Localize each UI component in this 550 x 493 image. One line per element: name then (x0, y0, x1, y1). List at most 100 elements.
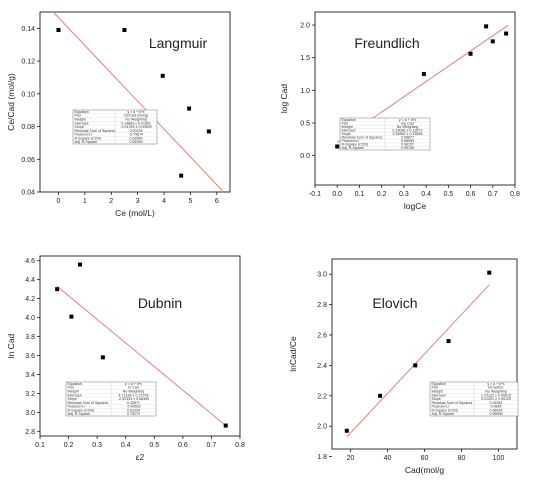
fit-line (346, 284, 490, 438)
stats-label: Pearson's r (68, 405, 87, 409)
dubnin-chart: 0.1 0.2 0.3 0.4 0.5 0.6 0.7 0.8 2.8 3.0 3.2 3.4 3.6 3… (0, 244, 275, 488)
x-tick-label: 0.5 (149, 442, 159, 449)
stats-label: Residual Sum of Squares (68, 401, 109, 405)
y-tick-label: 0.04 (21, 190, 35, 197)
x-tick-label: 0 (57, 198, 61, 205)
data-point (421, 72, 426, 77)
data-point (69, 314, 74, 319)
stats-label: Pearson's r (432, 405, 451, 409)
stats-label: Plot (68, 386, 74, 390)
stats-value: -0.79874 (129, 133, 143, 137)
stats-value: 0.63959 (130, 136, 143, 140)
stats-label: Pearson's r (75, 133, 94, 137)
chart-svg: 0.1 0.2 0.3 0.4 0.5 0.6 0.7 0.8 2.8 3.0 3.2 3.4 3.6 3… (6, 255, 245, 462)
stats-value: 4.71228 ± 0.27978 (119, 393, 149, 397)
stats-label: R-Square (COD) (75, 136, 102, 140)
fit-line (56, 285, 227, 426)
data-point (187, 106, 192, 111)
x-tick-label: -0.1 (309, 191, 321, 198)
stats-label: Weight (342, 125, 353, 129)
stats-value: 0.19088 ± 0.13671 (393, 128, 423, 132)
y-tick-label: 4.2 (25, 296, 35, 303)
y-axis-title: lnCad/Ce (288, 336, 298, 372)
stats-label: Residual Sum of Squares (342, 136, 383, 140)
stats-label: R-Square (COD) (68, 408, 95, 412)
data-point (413, 363, 418, 368)
stats-value: 0.01201 ± 0.00129 (481, 397, 511, 401)
x-axis-title: ε2 (136, 452, 145, 462)
stats-label: Plot (432, 386, 438, 390)
stats-label: Plot (75, 114, 81, 118)
stats-label: Residual Sum of Squares (432, 401, 473, 405)
y-tick-label: 0.0 (300, 153, 310, 160)
stats-value: 2.35563 ± 0.23548 (393, 132, 423, 136)
stats-label: Intercept (68, 393, 82, 397)
stats-value: y = a + b*x (487, 382, 504, 386)
stats-value: y = a + b*x (125, 382, 142, 386)
y-tick-label: 2.0 (317, 424, 327, 431)
y-tick-label: 3.6 (25, 353, 35, 360)
stats-label: Residual Sum of Squares (75, 129, 116, 133)
stats-label: Slope (75, 125, 84, 129)
y-tick-label: 1.0 (300, 88, 310, 95)
stats-value: 0.08877 (401, 136, 414, 140)
x-tick-label: 0.7 (207, 442, 217, 449)
stats-value: 1.72122 ± 0.05615 (481, 393, 511, 397)
x-tick-label: 80 (458, 455, 466, 462)
x-tick-label: 0.2 (64, 442, 74, 449)
data-point (344, 428, 349, 433)
x-tick-label: 0.7 (488, 191, 498, 198)
stats-label: Equation (342, 118, 356, 122)
plot-frame (39, 11, 231, 193)
y-axis-title: Ce/Cad (mol/g) (6, 73, 16, 131)
stats-value: 0.9845 (491, 405, 502, 409)
freundlich-chart: -0.1 0.0 0.1 0.2 0.3 0.4 0.5 0.6 0.7 0.8 0.0 0.5 1.0… (275, 0, 550, 244)
data-point (504, 31, 509, 36)
y-tick-label: 4.0 (25, 315, 35, 322)
x-axis-title: Cad(mol/g (405, 465, 444, 475)
y-tick-label: 3.0 (317, 272, 327, 279)
x-tick-label: 0.5 (443, 191, 453, 198)
x-tick-label: 0.6 (466, 191, 476, 198)
plot-frame (314, 11, 516, 186)
stats-value: 0.32871 (127, 401, 140, 405)
x-tick-label: 3 (136, 198, 140, 205)
x-tick-label: 1 (83, 198, 87, 205)
x-tick-label: 0.8 (235, 442, 245, 449)
x-tick-label: 6 (215, 198, 219, 205)
stats-value: -2.52334 ± 0.68469 (118, 397, 149, 401)
x-tick-label: 0.3 (399, 191, 409, 198)
y-tick-label: 1.8 (317, 454, 327, 461)
x-tick-label: 20 (347, 455, 355, 462)
data-point (160, 73, 165, 78)
x-tick-label: 0.4 (421, 191, 431, 198)
y-tick-label: 3.2 (25, 391, 35, 398)
stats-label: Intercept (342, 128, 356, 132)
stats-label: R-Square (COD) (342, 143, 369, 147)
stats-value: 0.96157 (401, 143, 414, 147)
stats-value: 0.95196 (401, 146, 414, 150)
y-tick-label: 4.4 (25, 277, 35, 284)
x-tick-label: 4 (162, 198, 166, 205)
stats-value: No Weighting (125, 118, 147, 122)
y-tick-label: 0.5 (300, 120, 310, 127)
data-point (335, 144, 340, 149)
data-point (487, 270, 492, 275)
x-tick-label: 0.0 (332, 191, 342, 198)
stats-label: Slope (68, 397, 77, 401)
y-tick-label: 0.10 (21, 91, 35, 98)
y-tick-label: 3.4 (25, 372, 35, 379)
stats-label: Equation (75, 110, 89, 114)
y-tick-label: 2.2 (317, 393, 327, 400)
x-tick-label: 100 (493, 455, 505, 462)
data-point (484, 24, 489, 29)
data-point (378, 393, 383, 398)
fit-line (52, 11, 223, 191)
stats-value: 0.14883 ± 0.01951 (121, 121, 151, 125)
chart-svg: 0 1 2 3 4 5 6 0.04 0.06 0.08 0.10 0.12 0.14 Ce (mol/L… (6, 11, 231, 218)
stats-value: log Cad (401, 121, 413, 125)
x-tick-label: 40 (384, 455, 392, 462)
stats-value: 0.81934 (127, 408, 140, 412)
x-tick-label: 60 (421, 455, 429, 462)
data-point (446, 339, 451, 344)
